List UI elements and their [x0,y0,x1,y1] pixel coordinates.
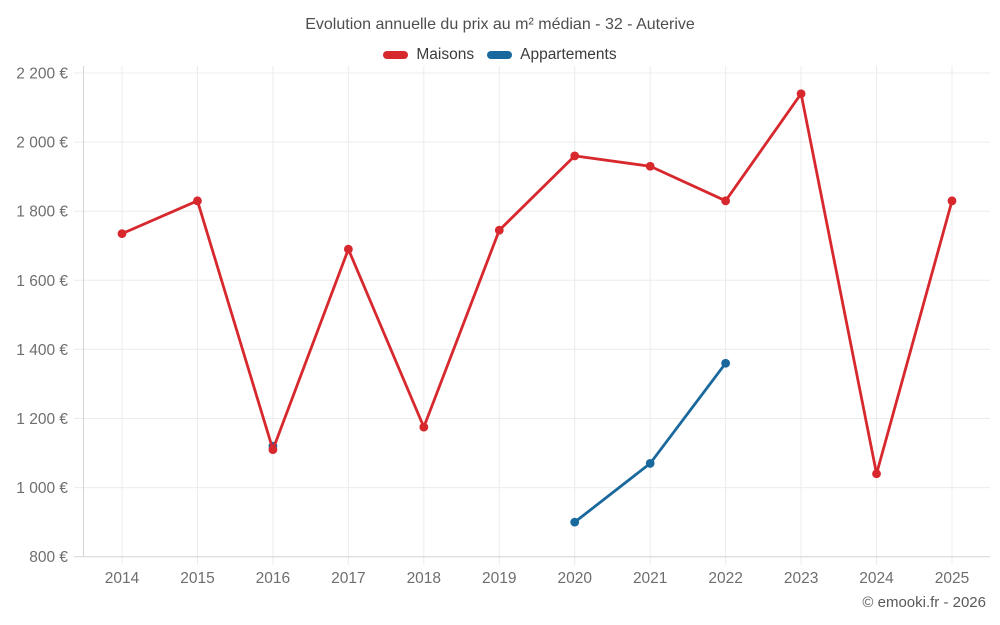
legend-label-appartements: Appartements [520,46,617,63]
x-tick-label-2014: 2014 [105,570,140,587]
x-tick-label-2023: 2023 [784,570,818,587]
series-line-maisons [120,92,954,476]
y-tick-label-1600: 1 600 € [16,273,68,290]
legend-item-maisons[interactable]: Maisons [383,46,474,64]
point-maisons-2014[interactable] [117,229,127,239]
point-appartements-2020[interactable] [570,517,580,527]
point-maisons-2024[interactable] [872,469,881,479]
x-tick-label-2015: 2015 [180,570,214,587]
legend-item-appartements[interactable]: Appartements [487,46,617,64]
y-tick-label-1200: 1 200 € [16,411,68,428]
x-tick-label-2016: 2016 [256,570,290,587]
point-maisons-2015[interactable] [193,196,202,206]
y-tick-label-1000: 1 000 € [16,480,68,497]
x-tick-label-2019: 2019 [482,570,516,587]
point-appartements-2022[interactable] [721,358,731,368]
point-maisons-2017[interactable] [343,244,353,254]
y-tick-label-2200: 2 200 € [16,66,68,83]
x-tick-label-2024: 2024 [859,570,894,587]
chart-legend: Maisons Appartements [0,46,1000,64]
x-tick-label-2020: 2020 [557,570,592,587]
legend-label-maisons: Maisons [416,46,475,63]
y-tick-label-2000: 2 000 € [16,135,68,152]
x-tick-label-2017: 2017 [331,570,365,587]
y-tick-label-800: 800 € [29,549,68,566]
point-maisons-2022[interactable] [721,196,731,206]
x-tick-label-2025: 2025 [935,570,969,587]
copyright-credit: © emooki.fr - 2026 [862,594,986,611]
chart-title: Evolution annuelle du prix au m² médian … [305,16,695,33]
x-tick-label-2022: 2022 [708,570,742,587]
point-maisons-2021[interactable] [645,161,655,171]
y-tick-label-1800: 1 800 € [16,204,68,221]
x-tick-label-2021: 2021 [633,570,667,587]
appartements-color-swatch-icon [487,51,513,59]
point-maisons-2020[interactable] [570,151,580,161]
x-tick-label-2018: 2018 [407,570,441,587]
point-appartements-2021[interactable] [645,459,655,468]
maisons-color-swatch-icon [383,51,409,59]
point-maisons-2023[interactable] [796,89,806,99]
point-maisons-2019[interactable] [494,225,504,235]
point-maisons-2016[interactable] [268,445,278,454]
point-maisons-2025[interactable] [947,196,957,206]
point-maisons-2018[interactable] [419,422,429,432]
y-tick-label-1400: 1 400 € [16,342,68,359]
